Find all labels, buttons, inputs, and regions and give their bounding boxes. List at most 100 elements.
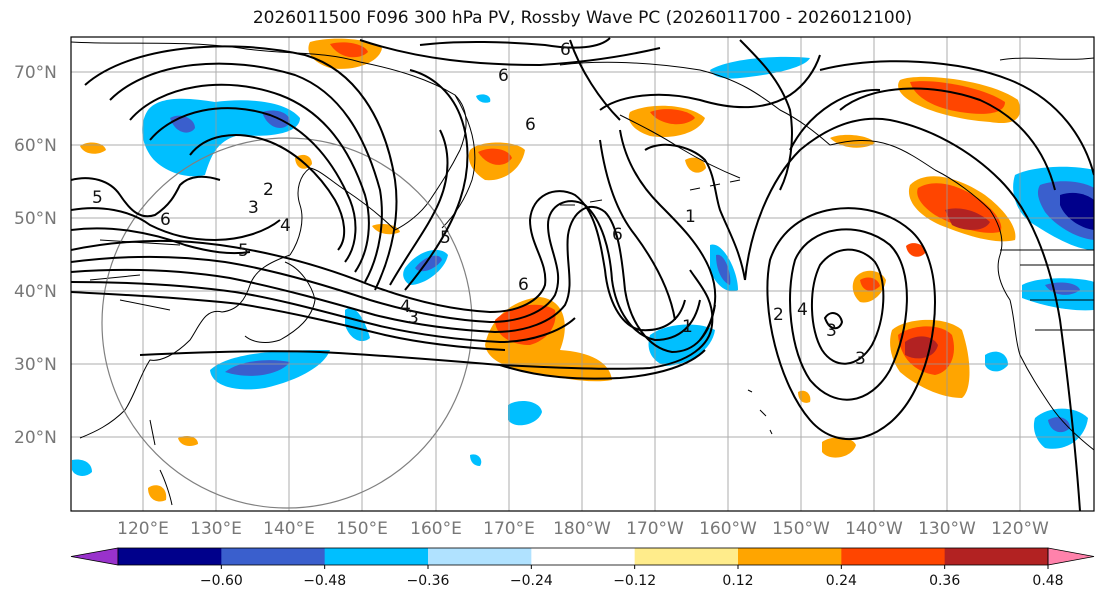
colorbar-ticks: −0.60 −0.48 −0.36 −0.24 −0.12 0.12 0.24 0.36 0.4… — [200, 565, 1064, 589]
colorbar-extend-high — [1047, 547, 1095, 566]
colorbar-tick-label: −0.48 — [303, 573, 346, 589]
colorbar-tick-label: 0.24 — [826, 573, 857, 589]
neg-anomaly-small-4 — [470, 454, 482, 466]
pos-anomaly-small-6 — [685, 157, 706, 173]
contour-label: 6 — [160, 210, 171, 230]
map-title: 2026011500 F096 300 hPa PV, Rossby Wave … — [252, 8, 913, 28]
colorbar-segment — [944, 548, 1049, 565]
contour-label: 6 — [560, 40, 571, 60]
contour-trough-east-3 — [599, 139, 676, 321]
coast-alaska-w — [619, 114, 741, 179]
contour-label: 2 — [773, 305, 784, 325]
pos-anomaly-small-14 — [148, 485, 167, 502]
contour-label: 4 — [280, 216, 291, 236]
contour-label: 5 — [440, 228, 451, 248]
colorbar-segment — [738, 548, 842, 565]
colorbar-segment — [324, 548, 429, 565]
contour-cutoff-core — [823, 312, 844, 330]
coast-alaska — [559, 61, 936, 171]
colorbar-segment — [841, 548, 946, 565]
contour-ne-2 — [739, 39, 793, 191]
region-circle — [101, 137, 473, 509]
contour-zonal-2 — [71, 200, 701, 342]
colorbar-tick-label: −0.12 — [613, 573, 656, 589]
contour-label: 5 — [92, 188, 103, 208]
contour-west-ridge — [71, 207, 281, 242]
colorbar-segment — [634, 548, 739, 565]
contour-big-ridge-inner — [789, 88, 881, 151]
contour-label: 6 — [518, 275, 529, 295]
contour-label: 3 — [408, 308, 419, 328]
coast-china-korea — [79, 254, 291, 439]
contour-label: 3 — [248, 198, 259, 218]
neg-anomaly-small-2 — [72, 459, 92, 476]
lat-label-70n: 70°N — [14, 63, 57, 83]
contour-west-5 — [71, 227, 251, 255]
coast-hudson — [999, 57, 1094, 61]
neg-anomaly-siberia-core — [170, 110, 290, 133]
colorbar-tick-label: −0.24 — [510, 573, 553, 589]
contour-label: 3 — [855, 349, 866, 369]
contour-label: 6 — [612, 225, 623, 245]
contour-alaska — [599, 54, 821, 111]
neg-anomaly-east-japan — [345, 308, 370, 342]
pos-anomaly-arctic-1-core — [330, 42, 368, 58]
neg-anomaly-small-1 — [508, 400, 542, 426]
coast-us-borders — [1000, 249, 1094, 331]
coast-japan — [244, 261, 316, 344]
lon-label: 140°E — [263, 519, 315, 539]
lon-label: 130°W — [918, 519, 976, 539]
neg-anomaly-small-3 — [476, 94, 491, 103]
contour-ridge-a — [389, 129, 449, 286]
lon-label: 120°W — [991, 519, 1049, 539]
contour-arctic-b — [359, 39, 661, 67]
colorbar-tick-label: −0.60 — [200, 573, 243, 589]
contour-label: 4 — [797, 300, 808, 320]
pos-anomaly-baja-n-deep — [905, 336, 938, 359]
contour-ne-1 — [569, 39, 621, 121]
pos-anomaly-bering-core — [650, 109, 695, 125]
lon-label: 130°E — [190, 519, 242, 539]
contour-cutoff-3 — [766, 207, 936, 441]
contour-label: 1 — [685, 207, 696, 227]
contour-west-6 — [71, 175, 221, 218]
coast-taiwan-ph — [149, 419, 173, 506]
coast-asia-north — [71, 41, 467, 231]
contour-cutoff-1 — [811, 248, 885, 365]
contour-trough-3 — [109, 62, 383, 283]
longitude-labels: 120°E 130°E 140°E 150°E 160°E 170°E 180°… — [117, 519, 1049, 539]
pos-anomaly-kamchatka-core — [478, 148, 512, 165]
lat-label-40n: 40°N — [14, 282, 57, 302]
lat-label-60n: 60°N — [14, 136, 57, 156]
contour-trough-4 — [84, 45, 398, 291]
contour-zonal-3 — [71, 206, 716, 354]
colorbar-segments — [70, 547, 1095, 566]
contour-label: 1 — [682, 317, 693, 337]
contour-trough-east-2 — [644, 143, 746, 281]
lon-label: 160°W — [699, 519, 757, 539]
lat-label-30n: 30°N — [14, 355, 57, 375]
pv-contours — [71, 37, 1094, 511]
colorbar-tick-label: 0.48 — [1032, 573, 1063, 589]
lat-label-50n: 50°N — [14, 209, 57, 229]
colorbar-segment — [428, 548, 532, 565]
contour-arctic — [419, 37, 611, 49]
lon-label: 150°E — [336, 519, 388, 539]
colorbar-segment — [221, 548, 326, 565]
pos-anomaly-central-pac-core — [495, 304, 556, 345]
colorbar-tick-label: −0.36 — [407, 573, 450, 589]
coast-asia-interior — [89, 239, 181, 311]
contour-trough-1 — [149, 107, 357, 263]
neg-anomaly-west-canada-3 — [1060, 192, 1094, 230]
neg-anomaly-hawaii-north-core — [716, 254, 731, 285]
pos-anomaly-small-8 — [906, 243, 926, 257]
lon-label: 140°W — [845, 519, 903, 539]
contour-trough-inner — [189, 134, 346, 251]
pos-anomaly-small-12 — [178, 436, 198, 446]
colorbar-segment — [531, 548, 636, 565]
contour-label: 6 — [498, 66, 509, 86]
colorbar: −0.60 −0.48 −0.36 −0.24 −0.12 0.12 0.24 0.36 0.4… — [70, 547, 1095, 589]
contour-labels: 6 6 6 6 6 6 5 5 5 4 4 4 3 3 3 3 2 2 1 1 — [92, 40, 866, 369]
contour-ridge-b — [404, 69, 469, 291]
